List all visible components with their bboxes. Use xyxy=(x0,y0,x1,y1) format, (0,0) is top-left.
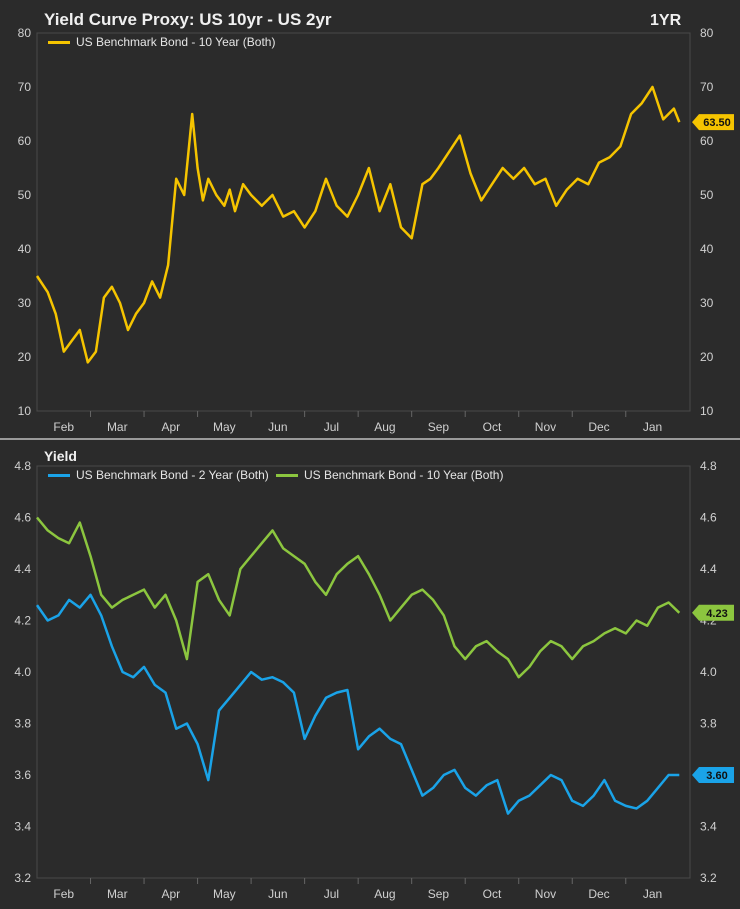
x-tick-label: Apr xyxy=(161,887,180,901)
last-value-badge: 63.50 xyxy=(692,114,734,131)
y-tick-label-right: 3.4 xyxy=(700,820,717,834)
y-tick-label-right: 70 xyxy=(700,80,714,94)
y-tick-label-left: 40 xyxy=(18,242,32,256)
x-tick-label: Mar xyxy=(107,420,128,434)
y-tick-label-left: 3.8 xyxy=(14,717,31,731)
y-tick-label-right: 50 xyxy=(700,188,714,202)
last-value-label: 4.23 xyxy=(706,608,727,620)
y-tick-label-left: 80 xyxy=(18,26,32,40)
x-tick-label: Jun xyxy=(268,887,287,901)
y-tick-label-left: 10 xyxy=(18,404,32,418)
y-tick-label-left: 4.2 xyxy=(14,614,31,628)
y-tick-label-left: 4.4 xyxy=(14,562,31,576)
spread-chart-title: Yield Curve Proxy: US 10yr - US 2yr xyxy=(44,10,332,29)
x-tick-label: Jun xyxy=(268,420,287,434)
y-tick-label-right: 40 xyxy=(700,242,714,256)
legend-item-10y-spread[interactable]: US Benchmark Bond - 10 Year (Both) xyxy=(48,35,275,49)
series-line-1[interactable] xyxy=(36,516,681,679)
x-tick-label: Nov xyxy=(535,420,556,434)
period-label[interactable]: 1YR xyxy=(650,12,682,29)
y-tick-label-left: 30 xyxy=(18,296,32,310)
y-tick-label-right: 60 xyxy=(700,134,714,148)
legend-item-10y[interactable]: US Benchmark Bond - 10 Year (Both) xyxy=(276,468,503,482)
last-value-badge: 3.60 xyxy=(692,767,734,783)
legend-swatch-icon xyxy=(276,473,298,477)
y-tick-label-left: 4.0 xyxy=(14,665,31,679)
y-tick-label-right: 4.8 xyxy=(700,459,717,473)
x-tick-label: Feb xyxy=(53,887,74,901)
plot-area xyxy=(36,32,691,412)
x-tick-label: Sep xyxy=(428,887,450,901)
x-tick-label: Aug xyxy=(374,887,395,901)
y-tick-label-right: 4.4 xyxy=(700,562,717,576)
plot-area xyxy=(36,465,691,879)
legend-label: US Benchmark Bond - 2 Year (Both) xyxy=(76,468,269,482)
x-tick-label: Mar xyxy=(107,887,128,901)
y-tick-label-left: 3.4 xyxy=(14,820,31,834)
legend-swatch-icon xyxy=(48,473,70,477)
x-tick-label: Feb xyxy=(53,420,74,434)
spread-chart-panel: Yield Curve Proxy: US 10yr - US 2yr 1YR … xyxy=(0,0,740,440)
x-tick-label: Apr xyxy=(161,420,180,434)
yield-chart-title: Yield xyxy=(44,448,77,464)
y-tick-label-right: 30 xyxy=(700,296,714,310)
x-tick-label: Jul xyxy=(324,887,339,901)
x-tick-label: May xyxy=(213,887,236,901)
x-tick-label: Oct xyxy=(483,420,502,434)
series-line-0[interactable] xyxy=(35,85,681,364)
y-tick-label-right: 4.6 xyxy=(700,511,717,525)
y-tick-label-left: 3.2 xyxy=(14,871,31,885)
x-tick-label: Sep xyxy=(428,420,450,434)
y-tick-label-right: 80 xyxy=(700,26,714,40)
x-tick-label: Dec xyxy=(588,887,609,901)
x-tick-label: Nov xyxy=(535,887,556,901)
last-value-label: 3.60 xyxy=(706,770,727,782)
y-tick-label-left: 4.6 xyxy=(14,511,31,525)
x-tick-label: May xyxy=(213,420,236,434)
x-tick-label: Dec xyxy=(588,420,609,434)
y-tick-label-left: 70 xyxy=(18,80,32,94)
legend-label: US Benchmark Bond - 10 Year (Both) xyxy=(76,35,276,49)
legend-label: US Benchmark Bond - 10 Year (Both) xyxy=(304,468,504,482)
series-line-0[interactable] xyxy=(35,593,680,815)
legend-swatch-icon xyxy=(48,40,70,44)
y-tick-label-left: 4.8 xyxy=(14,459,31,473)
x-tick-label: Jan xyxy=(643,420,662,434)
last-value-label: 63.50 xyxy=(703,117,731,129)
x-tick-label: Aug xyxy=(374,420,395,434)
y-tick-label-right: 3.2 xyxy=(700,871,717,885)
y-tick-label-left: 60 xyxy=(18,134,32,148)
y-tick-label-left: 50 xyxy=(18,188,32,202)
y-tick-label-left: 3.6 xyxy=(14,768,31,782)
spread-chart-svg: Feb Mar Apr May Jun Jul Aug Sep Oct Nov Dec Jan 10 10… xyxy=(18,26,734,434)
yield-chart-svg: Feb Mar Apr May Jun Jul Aug Sep Oct Nov Dec Jan 3.2 3… xyxy=(14,459,734,901)
y-tick-label-right: 20 xyxy=(700,350,714,364)
y-tick-label-right: 10 xyxy=(700,404,714,418)
x-tick-label: Oct xyxy=(483,887,502,901)
y-tick-label-right: 4.0 xyxy=(700,665,717,679)
x-tick-label: Jul xyxy=(324,420,339,434)
y-tick-label-right: 3.8 xyxy=(700,717,717,731)
last-value-badge: 4.23 xyxy=(692,604,734,621)
y-tick-label-left: 20 xyxy=(18,350,32,364)
yield-chart-panel: Yield US Benchmark Bond - 2 Year (Both) … xyxy=(0,440,740,909)
x-tick-label: Jan xyxy=(643,887,662,901)
legend-item-2y[interactable]: US Benchmark Bond - 2 Year (Both) xyxy=(48,468,269,482)
